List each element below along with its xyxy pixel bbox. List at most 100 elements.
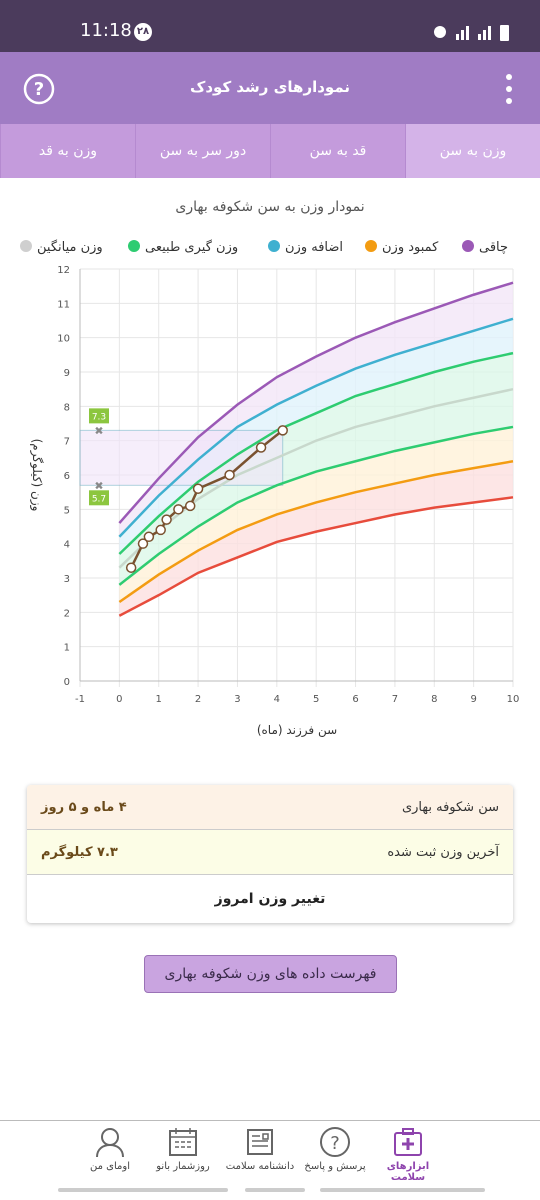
info-value: ۷.۳ کیلوگرم [41,844,118,860]
x-tick-label: 0 [116,694,122,705]
info-row: سن شکوفه بهاری ۴ ماه و ۵ روز [27,785,513,830]
legend-swatch [128,240,140,252]
nav-item[interactable]: دانشنامه سلامت [220,1125,300,1172]
y-tick-label: 3 [64,574,70,585]
svg-text:?: ? [330,1133,340,1154]
bottom-nav: ابزارهای سلامت ? پرسش و پاسخ دانشنامه سلا… [0,1120,540,1183]
x-tick-label: 6 [352,694,358,705]
legend-swatch [20,240,32,252]
chart-title: نمودار وزن به سن شکوفه بهاری [175,199,364,215]
list-button[interactable]: فهرست داده های وزن شکوفه بهاری [144,955,397,993]
percentile-line [118,460,514,604]
nav-item[interactable]: ابزارهای سلامت [368,1125,448,1183]
x-tick-label: 2 [195,694,201,705]
nav-icon: ? [320,1127,350,1157]
child-point [143,531,155,543]
y-tick-label: 5 [64,505,70,516]
legend-label: وزن میانگین [37,239,103,255]
x-tick-label: 1 [156,694,162,705]
child-point [155,524,166,536]
nav-icon [394,1128,422,1156]
badge: ۲۸ [134,23,152,41]
child-point [125,562,137,573]
band [119,282,513,537]
percentile-line [118,351,514,555]
percentile-line [118,387,514,569]
child-point [137,538,149,549]
nav-item[interactable]: روزشمار بانو [143,1125,223,1172]
y-tick-label: 4 [64,540,70,551]
y-tick-label: 6 [64,471,70,482]
y-tick-label: 11 [57,299,70,310]
chart: نمودار وزن به سن شکوفه بهاری وزن (کیلوگر… [20,199,520,738]
marker-badge [89,408,109,424]
x-tick-label: 5 [313,694,319,705]
x-axis-label: سن فرزند (ماه) [257,723,337,738]
x-tick-label: 8 [431,694,437,705]
info-value: ۴ ماه و ۵ روز [41,799,127,815]
tab[interactable]: وزن به قد [0,124,135,178]
band [119,353,513,568]
y-tick-label: 0 [64,677,70,688]
percentile-line [118,496,514,617]
x-tick-label: 7 [392,694,398,705]
info-label: آخرین وزن ثبت شده [387,844,499,860]
y-tick-label: 7 [64,437,70,448]
y-tick-label: 9 [64,368,70,379]
y-tick-label: 10 [57,334,70,345]
band [119,426,513,603]
status-icons [434,25,509,41]
info-label: سن شکوفه بهاری [401,799,499,815]
child-point [173,504,184,515]
legend-label: وزن گیری طبیعی [145,239,238,255]
marker-label: 5.7 [92,494,106,504]
child-point [184,500,196,512]
legend-label: کمبود وزن [382,240,439,255]
marker-badge [89,490,109,506]
y-axis-label: وزن (کیلوگرم) [29,439,44,512]
percentile-line [118,317,514,538]
change-weight-button[interactable]: تغییر وزن امروز [214,891,326,907]
nav-icon [96,1128,124,1158]
percentile-line [118,425,514,586]
child-point [192,483,204,494]
band [119,389,513,585]
gesture-bar [58,1188,485,1192]
nav-label: ابزارهای سلامت [386,1161,430,1183]
tab[interactable]: دور سر به سن [135,124,270,178]
range-box [79,429,284,486]
y-tick-label: 1 [64,643,70,654]
time: 11:18 [80,20,132,41]
band [119,461,513,616]
status-bar: 11:18 ۲۸ [0,0,540,52]
nav-label: اومای من [90,1161,130,1172]
nav-label: دانشنامه سلامت [225,1161,295,1172]
nav-item[interactable]: ? پرسش و پاسخ [295,1125,375,1172]
nav-icon [247,1129,273,1155]
tab[interactable]: وزن به سن [405,124,540,178]
y-tick-label: 12 [57,265,70,276]
info-row: آخرین وزن ثبت شده ۷.۳ کیلوگرم [27,830,513,875]
menu-button[interactable] [504,72,514,106]
marker-x: ✖ [94,424,103,437]
legend-label: اضافه وزن [285,240,343,255]
marker-label: 7.3 [92,412,106,422]
svg-text:?: ? [34,79,44,100]
x-tick-label: -1 [75,694,85,705]
nav-icon [169,1128,197,1156]
child-point [161,514,172,525]
tabs: وزن به سن قد به سن دور سر به سن وزن به ق… [0,124,540,178]
marker-x: ✖ [94,479,103,492]
nav-item[interactable]: اومای من [70,1125,150,1172]
app-title: نمودارهای رشد کودک [189,78,351,96]
app-bar: ? نمودارهای رشد کودک [0,52,540,124]
nav-label: روزشمار بانو [156,1161,210,1172]
x-tick-label: 3 [234,694,240,705]
help-button[interactable]: ? [22,72,56,106]
x-tick-label: 10 [507,694,520,705]
child-point [277,425,288,436]
tab[interactable]: قد به سن [270,124,405,178]
x-tick-label: 9 [470,694,476,705]
y-tick-label: 2 [64,608,70,619]
